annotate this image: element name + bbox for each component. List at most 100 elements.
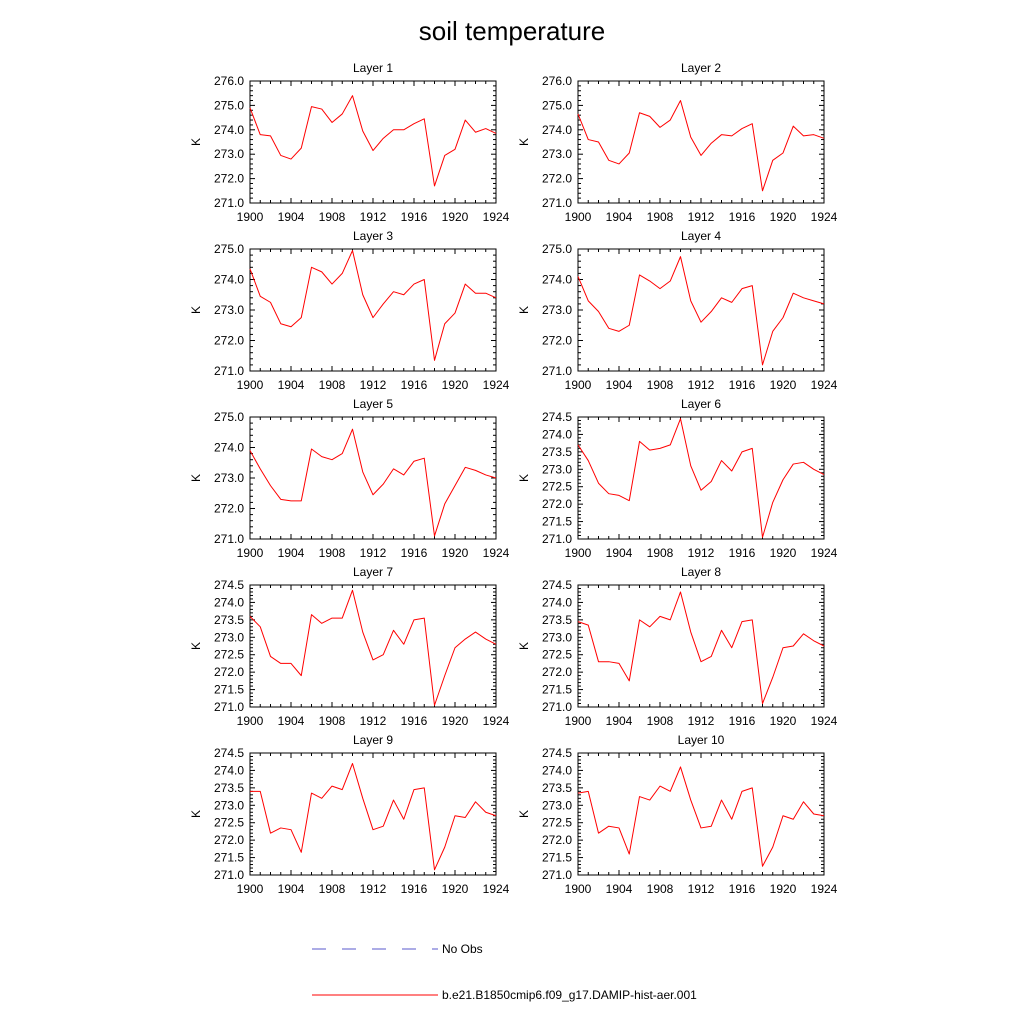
x-tick-label: 1916 [401,210,428,224]
chart-panel-9: Layer 9 K 1900 1904 1908 1912 1916 1920 1924 271.… [189,733,510,896]
x-tick-label: 1904 [606,210,633,224]
plot-frame [577,416,825,540]
y-tick-label: 272.0 [542,665,572,679]
x-tick-label: 1904 [278,714,305,728]
chart-panel-1: Layer 1 K 1900 1904 1908 1912 1916 1920 1924 271.… [189,61,510,224]
y-tick-label: 275.0 [214,242,244,256]
y-tick-label: 273.0 [214,630,244,644]
y-tick-label: 271.5 [214,683,244,697]
y-tick-label: 274.0 [214,441,244,455]
y-tick-label: 273.0 [542,630,572,644]
panel-title: Layer 4 [681,229,721,243]
y-tick-label: 273.5 [214,613,244,627]
x-tick-label: 1920 [770,882,797,896]
x-tick-label: 1924 [483,546,510,560]
x-tick-label: 1924 [483,882,510,896]
x-tick-label: 1912 [360,882,387,896]
y-axis-label: K [189,810,203,818]
x-tick-label: 1924 [811,882,838,896]
plot-frame [249,248,497,372]
y-tick-label: 272.0 [214,502,244,516]
x-tick-label: 1920 [442,882,469,896]
y-tick-label: 273.5 [542,445,572,459]
y-tick-label: 274.5 [214,578,244,592]
y-tick-label: 273.0 [214,303,244,317]
x-tick-label: 1908 [319,882,346,896]
y-tick-label: 273.5 [542,781,572,795]
chart-panel-5: Layer 5 K 1900 1904 1908 1912 1916 1920 1924 271.… [189,397,510,560]
panel-title: Layer 9 [353,733,393,747]
x-tick-label: 1924 [483,378,510,392]
y-tick-label: 274.0 [214,123,244,137]
y-tick-label: 274.5 [542,578,572,592]
x-tick-label: 1900 [565,378,592,392]
y-tick-label: 271.0 [542,532,572,546]
x-tick-label: 1908 [319,714,346,728]
y-tick-label: 273.0 [214,147,244,161]
y-tick-label: 272.0 [542,497,572,511]
x-tick-label: 1904 [278,546,305,560]
y-axis-label: K [189,306,203,314]
y-axis-label: K [189,642,203,650]
series-line-1 [577,766,825,867]
y-tick-label: 273.0 [214,471,244,485]
y-axis-label: K [189,474,203,482]
x-tick-label: 1904 [606,546,633,560]
y-tick-label: 274.5 [542,746,572,760]
x-tick-label: 1924 [483,714,510,728]
y-tick-label: 272.5 [542,816,572,830]
y-axis-label: K [517,642,531,650]
y-tick-label: 271.0 [214,868,244,882]
x-tick-label: 1912 [688,882,715,896]
y-tick-label: 273.0 [542,303,572,317]
x-tick-label: 1924 [811,210,838,224]
y-tick-label: 271.0 [542,868,572,882]
series-line-1 [577,100,825,192]
y-tick-label: 271.5 [542,683,572,697]
x-tick-label: 1920 [442,714,469,728]
y-tick-label: 275.0 [542,98,572,112]
x-tick-label: 1900 [565,882,592,896]
y-axis-label: K [517,138,531,146]
legend-label-model: b.e21.B1850cmip6.f09_g17.DAMIP-hist-aer.… [442,988,697,1002]
y-tick-label: 271.0 [542,700,572,714]
y-tick-label: 274.0 [214,595,244,609]
x-tick-label: 1912 [688,378,715,392]
y-tick-label: 271.0 [542,196,572,210]
series-line-1 [249,589,497,706]
y-tick-label: 273.0 [214,798,244,812]
y-tick-label: 274.0 [214,763,244,777]
x-tick-label: 1912 [360,378,387,392]
x-tick-label: 1920 [442,378,469,392]
x-tick-label: 1904 [606,378,633,392]
y-tick-label: 271.0 [542,364,572,378]
x-tick-label: 1916 [401,546,428,560]
panel-title: Layer 1 [353,61,393,75]
y-tick-label: 274.5 [542,410,572,424]
y-tick-label: 274.0 [542,427,572,441]
plot-frame [577,752,825,876]
y-axis-label: K [189,138,203,146]
x-tick-label: 1920 [442,546,469,560]
y-tick-label: 272.0 [214,665,244,679]
y-axis-label: K [517,306,531,314]
y-tick-label: 272.0 [214,833,244,847]
y-tick-label: 274.5 [214,746,244,760]
y-axis-label: K [517,810,531,818]
x-tick-label: 1912 [688,714,715,728]
x-tick-label: 1900 [565,546,592,560]
panels: Layer 1 K 1900 1904 1908 1912 1916 1920 1924 271.… [189,61,838,896]
chart-panel-2: Layer 2 K 1900 1904 1908 1912 1916 1920 1924 271.… [517,61,838,224]
y-tick-label: 271.0 [214,196,244,210]
plot-frame [249,584,497,708]
x-tick-label: 1908 [647,546,674,560]
x-tick-label: 1900 [237,882,264,896]
y-tick-label: 276.0 [214,74,244,88]
panel-title: Layer 3 [353,229,393,243]
y-tick-label: 272.5 [542,480,572,494]
x-tick-label: 1912 [688,210,715,224]
plot-frame [577,248,825,372]
x-tick-label: 1916 [729,210,756,224]
x-tick-label: 1916 [401,882,428,896]
panel-title: Layer 10 [678,733,725,747]
